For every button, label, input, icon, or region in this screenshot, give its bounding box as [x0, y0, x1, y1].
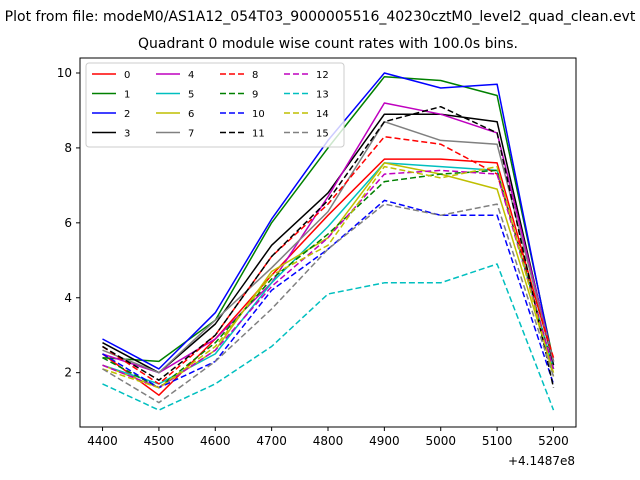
legend-label-0: 0: [124, 70, 130, 81]
series-line-8: [102, 135, 555, 385]
x-tick-label: 5200: [538, 434, 569, 448]
x-tick-label: 4400: [87, 434, 118, 448]
legend-label-4: 4: [188, 70, 194, 81]
x-tick-label: 4700: [256, 434, 287, 448]
series-group: [102, 72, 555, 411]
x-tick-label: 5000: [425, 434, 456, 448]
x-tick-label: 4900: [369, 434, 400, 448]
legend-label-9: 9: [252, 90, 258, 101]
series-line-9: [102, 169, 555, 389]
series-line-0: [102, 158, 555, 396]
series-line-7: [102, 120, 555, 374]
plot-area: 4400 4500 4600 4700 4800 4900 5000 5100 52002468…: [57, 57, 577, 448]
x-tick-label: 4800: [313, 434, 344, 448]
y-tick-label: 6: [64, 216, 72, 230]
legend-label-10: 10: [252, 109, 265, 120]
series-line-10: [102, 199, 555, 389]
y-tick-label: 8: [64, 141, 72, 155]
legend-label-11: 11: [252, 129, 265, 140]
legend-label-12: 12: [316, 70, 329, 81]
series-line-3: [102, 113, 555, 374]
series-line-1: [102, 75, 555, 363]
series-line-4: [102, 102, 555, 374]
x-offset-label: +4.1487e8: [508, 454, 575, 468]
x-tick-label: 5100: [482, 434, 513, 448]
legend-label-7: 7: [188, 129, 194, 140]
legend-label-1: 1: [124, 90, 130, 101]
legend-label-3: 3: [124, 129, 130, 140]
y-tick-label: 4: [64, 291, 72, 305]
series-line-12: [102, 169, 555, 389]
series-line-13: [102, 263, 555, 411]
legend-label-14: 14: [316, 109, 329, 120]
figure-suptitle: Plot from file: modeM0/AS1A12_054T03_900…: [5, 9, 636, 25]
x-tick-label: 4500: [144, 434, 175, 448]
series-line-14: [102, 165, 555, 389]
y-tick-label: 10: [57, 66, 72, 80]
legend-label-15: 15: [316, 129, 329, 140]
y-tick-label: 2: [64, 366, 72, 380]
legend-label-13: 13: [316, 90, 329, 101]
chart-title: Quadrant 0 module wise count rates with …: [138, 36, 518, 52]
legend-box: [85, 62, 345, 148]
legend-label-2: 2: [124, 109, 130, 120]
x-tick-label: 4600: [200, 434, 231, 448]
legend-label-8: 8: [252, 70, 258, 81]
series-line-15: [102, 203, 555, 404]
legend-label-5: 5: [188, 90, 194, 101]
legend-label-6: 6: [188, 109, 194, 120]
